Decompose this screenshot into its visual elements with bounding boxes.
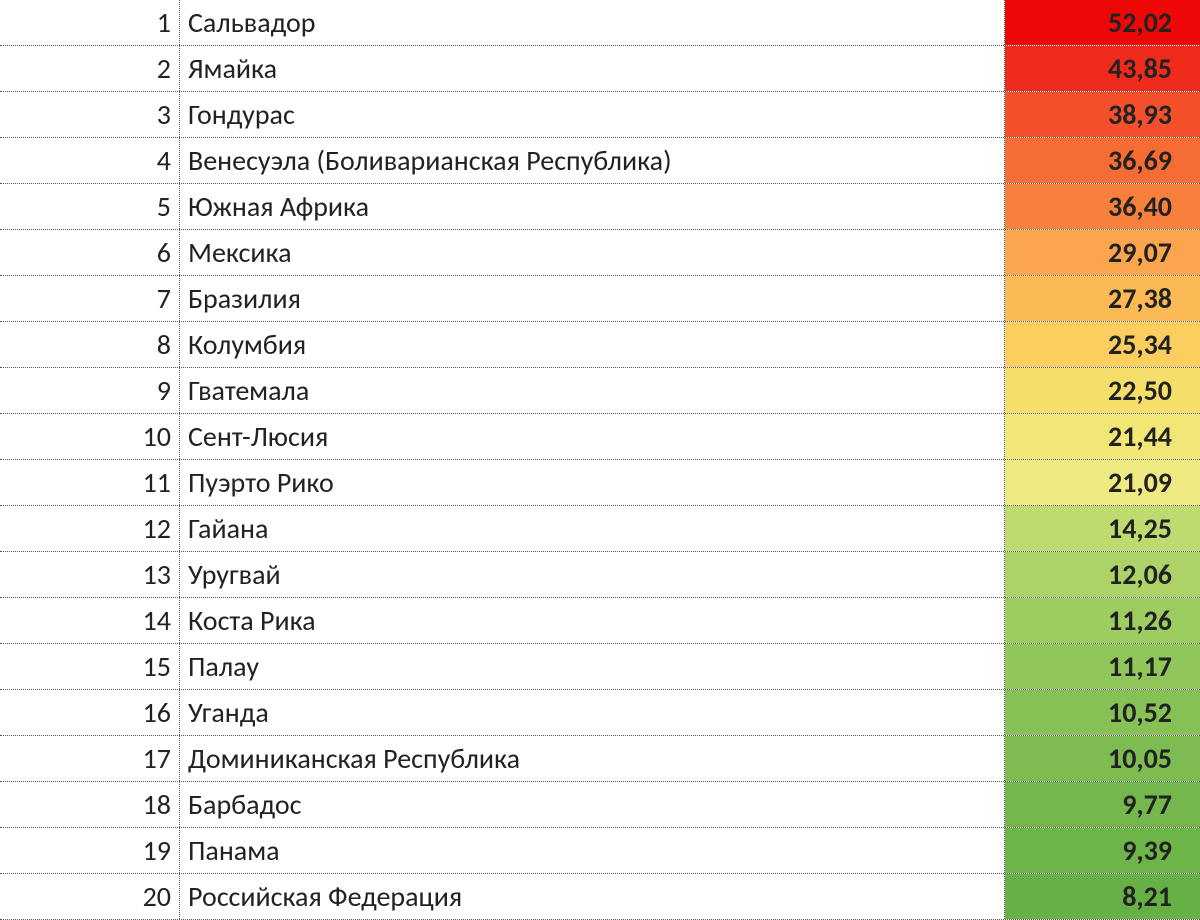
rank-cell: 4 <box>0 138 180 183</box>
table-row: 2Ямайка43,85 <box>0 46 1200 92</box>
table-row: 20Российская Федерация8,21 <box>0 874 1200 920</box>
ranking-table: 1Сальвадор52,022Ямайка43,853Гондурас38,9… <box>0 0 1200 920</box>
rank-cell: 19 <box>0 828 180 873</box>
rank-cell: 5 <box>0 184 180 229</box>
value-cell: 11,17 <box>1005 644 1200 689</box>
country-cell: Палау <box>180 644 1005 689</box>
value-cell: 12,06 <box>1005 552 1200 597</box>
table-row: 5Южная Африка36,40 <box>0 184 1200 230</box>
table-row: 16Уганда10,52 <box>0 690 1200 736</box>
rank-cell: 14 <box>0 598 180 643</box>
country-cell: Барбадос <box>180 782 1005 827</box>
rank-cell: 20 <box>0 874 180 919</box>
value-cell: 43,85 <box>1005 46 1200 91</box>
table-row: 3Гондурас38,93 <box>0 92 1200 138</box>
value-cell: 11,26 <box>1005 598 1200 643</box>
country-cell: Гватемала <box>180 368 1005 413</box>
value-cell: 10,52 <box>1005 690 1200 735</box>
country-cell: Уганда <box>180 690 1005 735</box>
table-row: 11Пуэрто Рико21,09 <box>0 460 1200 506</box>
table-row: 9Гватемала22,50 <box>0 368 1200 414</box>
table-row: 13Уругвай12,06 <box>0 552 1200 598</box>
country-cell: Пуэрто Рико <box>180 460 1005 505</box>
table-row: 8Колумбия25,34 <box>0 322 1200 368</box>
country-cell: Сальвадор <box>180 0 1005 45</box>
value-cell: 36,40 <box>1005 184 1200 229</box>
rank-cell: 10 <box>0 414 180 459</box>
table-row: 15Палау11,17 <box>0 644 1200 690</box>
table-row: 18Барбадос9,77 <box>0 782 1200 828</box>
country-cell: Венесуэла (Боливарианская Республика) <box>180 138 1005 183</box>
country-cell: Уругвай <box>180 552 1005 597</box>
country-cell: Мексика <box>180 230 1005 275</box>
value-cell: 9,39 <box>1005 828 1200 873</box>
rank-cell: 13 <box>0 552 180 597</box>
rank-cell: 18 <box>0 782 180 827</box>
rank-cell: 17 <box>0 736 180 781</box>
value-cell: 25,34 <box>1005 322 1200 367</box>
country-cell: Сент-Люсия <box>180 414 1005 459</box>
value-cell: 21,09 <box>1005 460 1200 505</box>
value-cell: 52,02 <box>1005 0 1200 45</box>
country-cell: Южная Африка <box>180 184 1005 229</box>
value-cell: 10,05 <box>1005 736 1200 781</box>
rank-cell: 7 <box>0 276 180 321</box>
value-cell: 8,21 <box>1005 874 1200 919</box>
table-row: 17Доминиканская Республика10,05 <box>0 736 1200 782</box>
country-cell: Панама <box>180 828 1005 873</box>
table-row: 19Панама9,39 <box>0 828 1200 874</box>
table-row: 12Гайана14,25 <box>0 506 1200 552</box>
rank-cell: 2 <box>0 46 180 91</box>
country-cell: Российская Федерация <box>180 874 1005 919</box>
rank-cell: 1 <box>0 0 180 45</box>
value-cell: 14,25 <box>1005 506 1200 551</box>
value-cell: 36,69 <box>1005 138 1200 183</box>
rank-cell: 12 <box>0 506 180 551</box>
value-cell: 22,50 <box>1005 368 1200 413</box>
table-row: 6Мексика29,07 <box>0 230 1200 276</box>
rank-cell: 11 <box>0 460 180 505</box>
rank-cell: 8 <box>0 322 180 367</box>
rank-cell: 6 <box>0 230 180 275</box>
country-cell: Бразилия <box>180 276 1005 321</box>
rank-cell: 3 <box>0 92 180 137</box>
table-row: 10Сент-Люсия21,44 <box>0 414 1200 460</box>
table-row: 7Бразилия27,38 <box>0 276 1200 322</box>
rank-cell: 16 <box>0 690 180 735</box>
value-cell: 21,44 <box>1005 414 1200 459</box>
country-cell: Гайана <box>180 506 1005 551</box>
rank-cell: 9 <box>0 368 180 413</box>
value-cell: 27,38 <box>1005 276 1200 321</box>
value-cell: 29,07 <box>1005 230 1200 275</box>
rank-cell: 15 <box>0 644 180 689</box>
country-cell: Коста Рика <box>180 598 1005 643</box>
value-cell: 9,77 <box>1005 782 1200 827</box>
table-row: 4Венесуэла (Боливарианская Республика)36… <box>0 138 1200 184</box>
country-cell: Гондурас <box>180 92 1005 137</box>
table-row: 14Коста Рика11,26 <box>0 598 1200 644</box>
country-cell: Ямайка <box>180 46 1005 91</box>
country-cell: Колумбия <box>180 322 1005 367</box>
country-cell: Доминиканская Республика <box>180 736 1005 781</box>
table-row: 1Сальвадор52,02 <box>0 0 1200 46</box>
value-cell: 38,93 <box>1005 92 1200 137</box>
